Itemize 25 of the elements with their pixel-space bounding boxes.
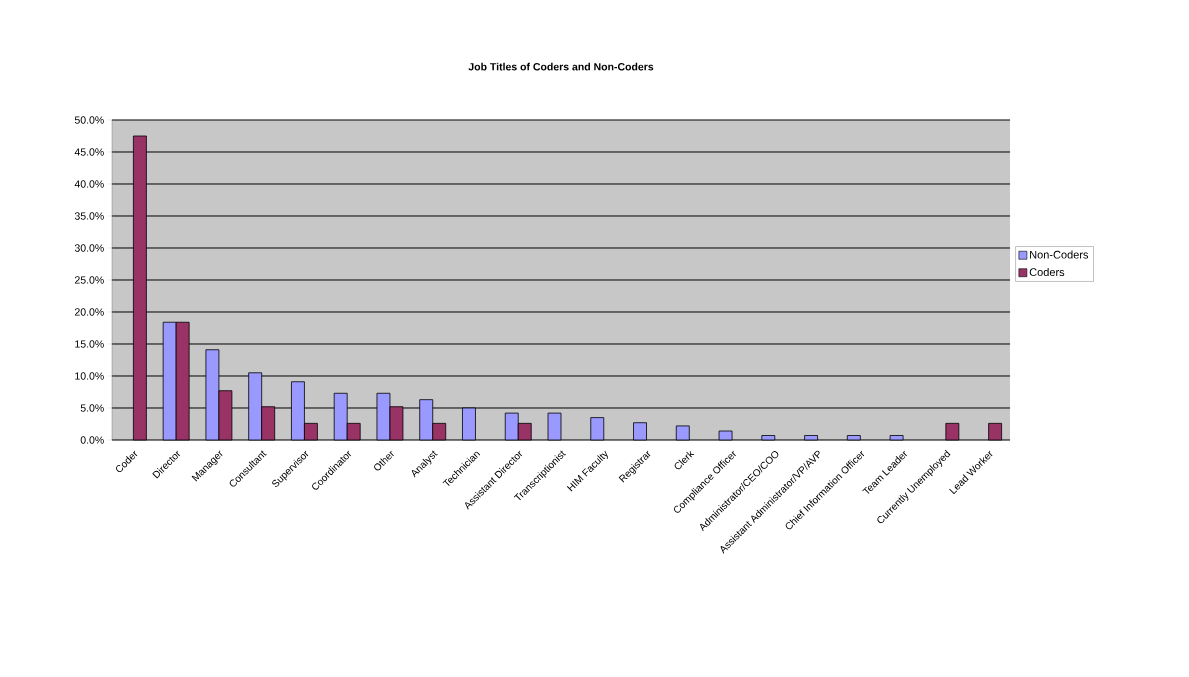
y-tick-label: 0.0%: [80, 436, 104, 444]
chart-title: Job Titles of Coders and Non-Coders: [468, 62, 654, 71]
bar: [804, 435, 818, 441]
legend-label: Coders: [1029, 267, 1065, 277]
legend-label: Non-Coders: [1030, 250, 1089, 259]
y-tick-label: 20.0%: [74, 308, 104, 316]
y-tick-label: 35.0%: [74, 212, 104, 220]
bar: [718, 430, 733, 441]
y-tick-label: 45.0%: [74, 148, 104, 156]
bar: [590, 417, 605, 441]
bar: [889, 435, 904, 441]
y-tick-label: 30.0%: [74, 244, 104, 252]
y-tick-label: 5.0%: [80, 404, 104, 412]
bar: [846, 435, 861, 441]
bar: [633, 422, 647, 441]
bar: [988, 422, 1003, 441]
bar: [945, 422, 960, 441]
y-tick-label: 25.0%: [74, 276, 104, 284]
bar: [547, 412, 562, 441]
bar: [761, 435, 776, 441]
y-tick-label: 15.0%: [75, 340, 104, 348]
y-tick-label: 40.0%: [74, 180, 104, 188]
bar: [675, 425, 690, 441]
y-tick-label: 50.0%: [74, 116, 104, 124]
y-tick-label: 10.0%: [75, 372, 104, 380]
